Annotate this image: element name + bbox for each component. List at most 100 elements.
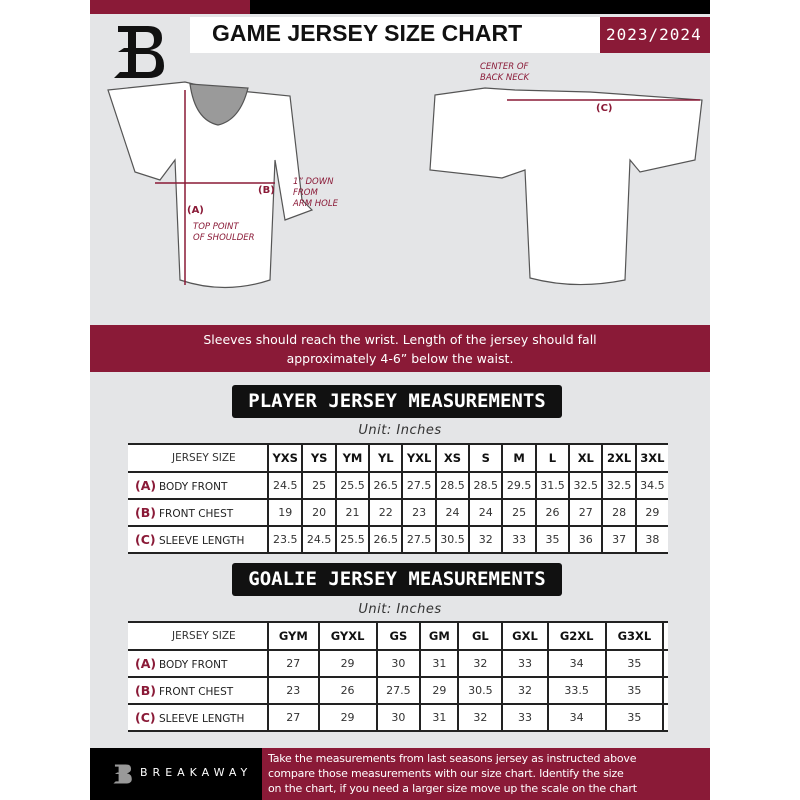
player-unit: Unit: Inches — [358, 423, 442, 438]
size-header: YS — [301, 444, 336, 472]
measure-code: (B) — [135, 505, 156, 520]
table-cell: 25 — [301, 472, 336, 499]
table-row: (C) SLEEVE LENGTH 23.5 24.5 25.5 26.5 27.5 30.5… — [128, 526, 668, 553]
table-cell: 33 — [501, 526, 536, 553]
table-cell: 29 — [634, 499, 668, 526]
table-cell: 25 — [501, 499, 536, 526]
table-cell: 32 — [457, 650, 503, 677]
size-header: YM — [334, 444, 370, 472]
size-header: GL — [457, 622, 503, 650]
table-cell: 28.5 — [468, 472, 503, 499]
table-cell: 20 — [301, 499, 336, 526]
table-cell: 31.5 — [534, 472, 570, 499]
table-cell: 25.5 — [334, 526, 370, 553]
table-cell: 28.5 — [434, 472, 470, 499]
table-cell — [662, 704, 668, 731]
measure-name: FRONT CHEST — [159, 508, 234, 520]
table-cell: 24 — [468, 499, 503, 526]
size-header: G2XL — [546, 622, 606, 650]
table-cell: 38 — [634, 526, 668, 553]
table-cell: 21 — [334, 499, 370, 526]
table-cell: 27.5 — [401, 472, 436, 499]
size-header: YXL — [401, 444, 436, 472]
brand-logo-icon — [114, 26, 164, 78]
size-header: G3XL — [604, 622, 664, 650]
table-cell: 32.5 — [601, 472, 636, 499]
measure-name: BODY FRONT — [159, 481, 228, 493]
row-label: (A) BODY FRONT — [128, 472, 268, 499]
table-cell — [662, 677, 668, 704]
table-cell: 31 — [419, 704, 459, 731]
table-cell: 32.5 — [568, 472, 603, 499]
table-cell: 33 — [501, 650, 548, 677]
table-cell: 31 — [419, 650, 459, 677]
size-header: L — [534, 444, 570, 472]
note-c: CENTER OF BACK NECK — [480, 62, 530, 83]
table-cell: 34 — [546, 650, 606, 677]
size-header: YXS — [266, 444, 303, 472]
table-cell: 30.5 — [457, 677, 503, 704]
footer-logo-icon — [113, 764, 132, 784]
label-a: (A) — [187, 205, 204, 216]
table-cell: 27 — [267, 704, 319, 731]
table-cell: 35 — [604, 704, 664, 731]
table-cell: 29.5 — [501, 472, 536, 499]
size-chart-poster: GAME JERSEY SIZE CHART 2023/2024 (A) TOP… — [90, 0, 710, 800]
table-cell: 26.5 — [368, 526, 403, 553]
table-cell: 33 — [501, 704, 548, 731]
table-cell: 26 — [317, 677, 377, 704]
jersey-size-header: JERSEY SIZE — [172, 452, 236, 464]
label-b: (B) — [258, 185, 275, 196]
table-cell: 26.5 — [368, 472, 403, 499]
table-cell: 30 — [375, 704, 421, 731]
note-b: 1” DOWN FROM ARM HOLE — [293, 177, 338, 209]
goalie-unit: Unit: Inches — [358, 602, 442, 617]
goalie-section-title: GOALIE JERSEY MEASUREMENTS — [232, 563, 562, 596]
row-label: (B) FRONT CHEST — [128, 677, 268, 704]
size-header: GM — [419, 622, 459, 650]
table-cell: 27.5 — [401, 526, 436, 553]
size-header: 2XL — [601, 444, 636, 472]
table-cell: 34 — [546, 704, 606, 731]
label-c: (C) — [596, 103, 613, 114]
size-header — [662, 622, 668, 650]
size-header: YL — [368, 444, 403, 472]
size-header: M — [501, 444, 536, 472]
player-section-title: PLAYER JERSEY MEASUREMENTS — [232, 385, 562, 418]
table-cell: 27 — [267, 650, 319, 677]
row-label: (C) SLEEVE LENGTH — [128, 704, 268, 731]
table-cell: 27 — [568, 499, 603, 526]
table-cell: 32 — [457, 704, 503, 731]
table-cell: 29 — [317, 650, 377, 677]
table-header-row: JERSEY SIZE YXS YS YM YL YXL XS S M L XL 2XL 3XL — [128, 444, 668, 472]
table-cell: 28 — [601, 499, 636, 526]
size-header: 3XL — [634, 444, 668, 472]
goalie-size-table: JERSEY SIZE GYM GYXL GS GM GL GXL G2XL G3XL (A) BO… — [128, 621, 668, 732]
table-cell: 26 — [534, 499, 570, 526]
table-cell: 29 — [419, 677, 459, 704]
table-cell: 22 — [368, 499, 403, 526]
footer-brand-name: BREAKAWAY — [140, 766, 253, 779]
table-cell: 36 — [568, 526, 603, 553]
table-cell: 29 — [317, 704, 377, 731]
table-row: (B) FRONT CHEST 19 20 21 22 23 24 24 25 26 27 28 29 — [128, 499, 668, 526]
measure-code: (C) — [135, 532, 156, 547]
table-cell: 32 — [501, 677, 548, 704]
table-cell: 23.5 — [266, 526, 303, 553]
table-cell: 24.5 — [301, 526, 336, 553]
measure-name: SLEEVE LENGTH — [159, 535, 245, 547]
size-header: GXL — [501, 622, 548, 650]
table-cell: 27.5 — [375, 677, 421, 704]
season-label: 2023/2024 — [600, 17, 710, 53]
table-header-row: JERSEY SIZE GYM GYXL GS GM GL GXL G2XL G3XL — [128, 622, 668, 650]
jersey-diagram — [107, 81, 703, 289]
measure-code: (A) — [135, 478, 157, 493]
measure-code: (B) — [135, 683, 156, 698]
table-cell: 35 — [604, 677, 664, 704]
measure-code: (C) — [135, 710, 156, 725]
table-cell: 30 — [375, 650, 421, 677]
measure-name: BODY FRONT — [159, 659, 228, 671]
measure-code: (A) — [135, 656, 157, 671]
table-cell: 34.5 — [634, 472, 668, 499]
player-size-table: JERSEY SIZE YXS YS YM YL YXL XS S M L XL 2XL 3XL (A) B… — [128, 443, 668, 554]
